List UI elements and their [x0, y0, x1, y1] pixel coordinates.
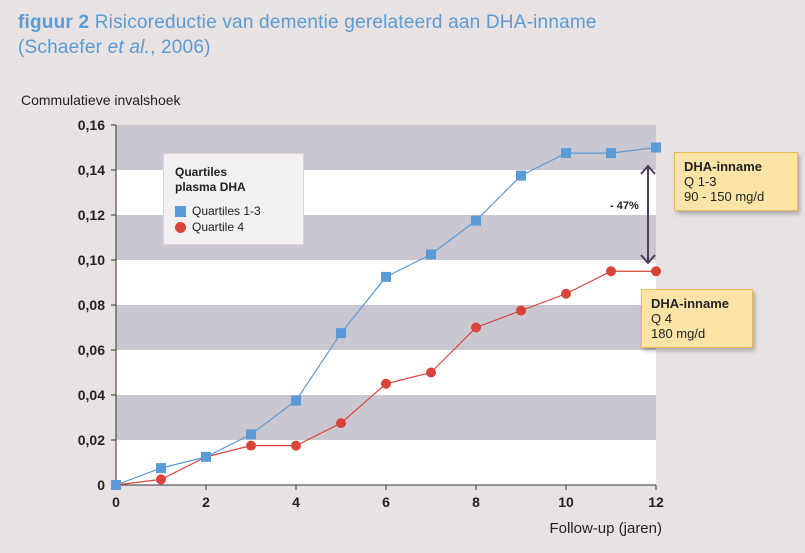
data-point-q13 — [156, 463, 166, 474]
title-main: Risicoreductie van dementie gerelateerd … — [89, 12, 597, 33]
callout-q13-heading: DHA-inname — [684, 159, 763, 174]
data-point-q4 — [426, 367, 436, 378]
title-line1: figuur 2 Risicoreductie van dementie ger… — [18, 12, 597, 33]
title-line2: (Schaefer et al., 2006) — [18, 37, 211, 58]
legend-title-line2: plasma DHA — [175, 180, 246, 194]
y-tick-label: 0 — [97, 477, 105, 493]
y-tick-label: 0,06 — [78, 342, 105, 358]
y-axis-label: Commulatieve invalshoek — [21, 92, 181, 108]
data-point-q4 — [246, 440, 256, 451]
square-marker-icon — [175, 205, 186, 217]
chart-title: figuur 2 Risicoreductie van dementie ger… — [18, 10, 597, 60]
legend-item-q4-label: Quartile 4 — [192, 220, 245, 234]
y-tick-label: 0,08 — [78, 297, 105, 313]
data-point-q13 — [111, 480, 121, 490]
legend: Quartiles plasma DHA Quartiles 1-3 Quart… — [163, 153, 304, 245]
plot-band — [116, 395, 656, 440]
data-point-q4 — [471, 322, 481, 333]
data-point-q4 — [516, 305, 526, 316]
data-point-q13 — [381, 271, 391, 282]
data-point-q13 — [201, 451, 211, 462]
y-tick-label: 0,14 — [78, 162, 105, 178]
legend-item-q13-label: Quartiles 1-3 — [192, 204, 261, 218]
x-axis-label: Follow-up (jaren) — [549, 520, 662, 537]
title-citation-italic: et al. — [107, 37, 151, 58]
data-point-q13 — [651, 142, 661, 153]
title-prefix: figuur 2 — [18, 12, 90, 33]
y-tick-label: 0,16 — [78, 117, 105, 133]
callout-q4-line2: 180 mg/d — [651, 326, 706, 341]
data-point-q13 — [291, 395, 301, 406]
arrow-down-icon — [640, 254, 656, 265]
y-tick-label: 0,02 — [78, 432, 105, 448]
plot-band — [116, 305, 656, 350]
callout-q13-line1: Q 1-3 — [684, 174, 717, 189]
x-tick-label: 8 — [472, 494, 480, 510]
data-point-q13 — [606, 148, 616, 159]
plot-band — [116, 440, 656, 485]
plot-band — [116, 260, 656, 305]
x-tick-label: 10 — [558, 494, 574, 510]
y-tick-label: 0,04 — [78, 387, 105, 403]
data-point-q13 — [516, 170, 526, 181]
x-tick-label: 2 — [202, 494, 210, 510]
data-point-q13 — [336, 328, 346, 339]
y-tick-label: 0,10 — [78, 252, 105, 268]
data-point-q4 — [291, 440, 301, 451]
data-point-q13 — [246, 429, 256, 440]
legend-title-line1: Quartiles — [175, 165, 228, 179]
data-point-q13 — [561, 148, 571, 159]
title-citation-end: , 2006) — [150, 37, 211, 58]
data-point-q4 — [381, 378, 391, 389]
legend-item-q13: Quartiles 1-3 — [175, 204, 261, 218]
data-point-q4 — [606, 266, 616, 277]
arrow-up-icon — [640, 164, 656, 175]
legend-item-q4: Quartile 4 — [175, 220, 244, 234]
difference-label: - 47% — [610, 200, 639, 212]
data-point-q4 — [156, 474, 166, 485]
data-point-q13 — [426, 249, 436, 260]
title-citation-start: (Schaefer — [18, 37, 108, 58]
x-tick-label: 12 — [648, 494, 664, 510]
x-tick-label: 4 — [292, 494, 300, 510]
x-tick-label: 6 — [382, 494, 390, 510]
x-tick-label: 0 — [112, 494, 120, 510]
data-point-q13 — [471, 215, 481, 226]
callout-q4-line1: Q 4 — [651, 311, 672, 326]
data-point-q4 — [651, 266, 661, 277]
callout-q4: DHA-inname Q 4 180 mg/d — [641, 289, 753, 348]
callout-q13-line2: 90 - 150 mg/d — [684, 189, 765, 204]
data-point-q4 — [336, 418, 346, 429]
callout-q13: DHA-inname Q 1-3 90 - 150 mg/d — [674, 152, 798, 211]
legend-title: Quartiles plasma DHA — [175, 165, 246, 195]
callout-q4-heading: DHA-inname — [651, 296, 730, 311]
data-point-q4 — [561, 288, 571, 299]
y-tick-label: 0,12 — [78, 207, 105, 223]
circle-marker-icon — [175, 221, 186, 233]
